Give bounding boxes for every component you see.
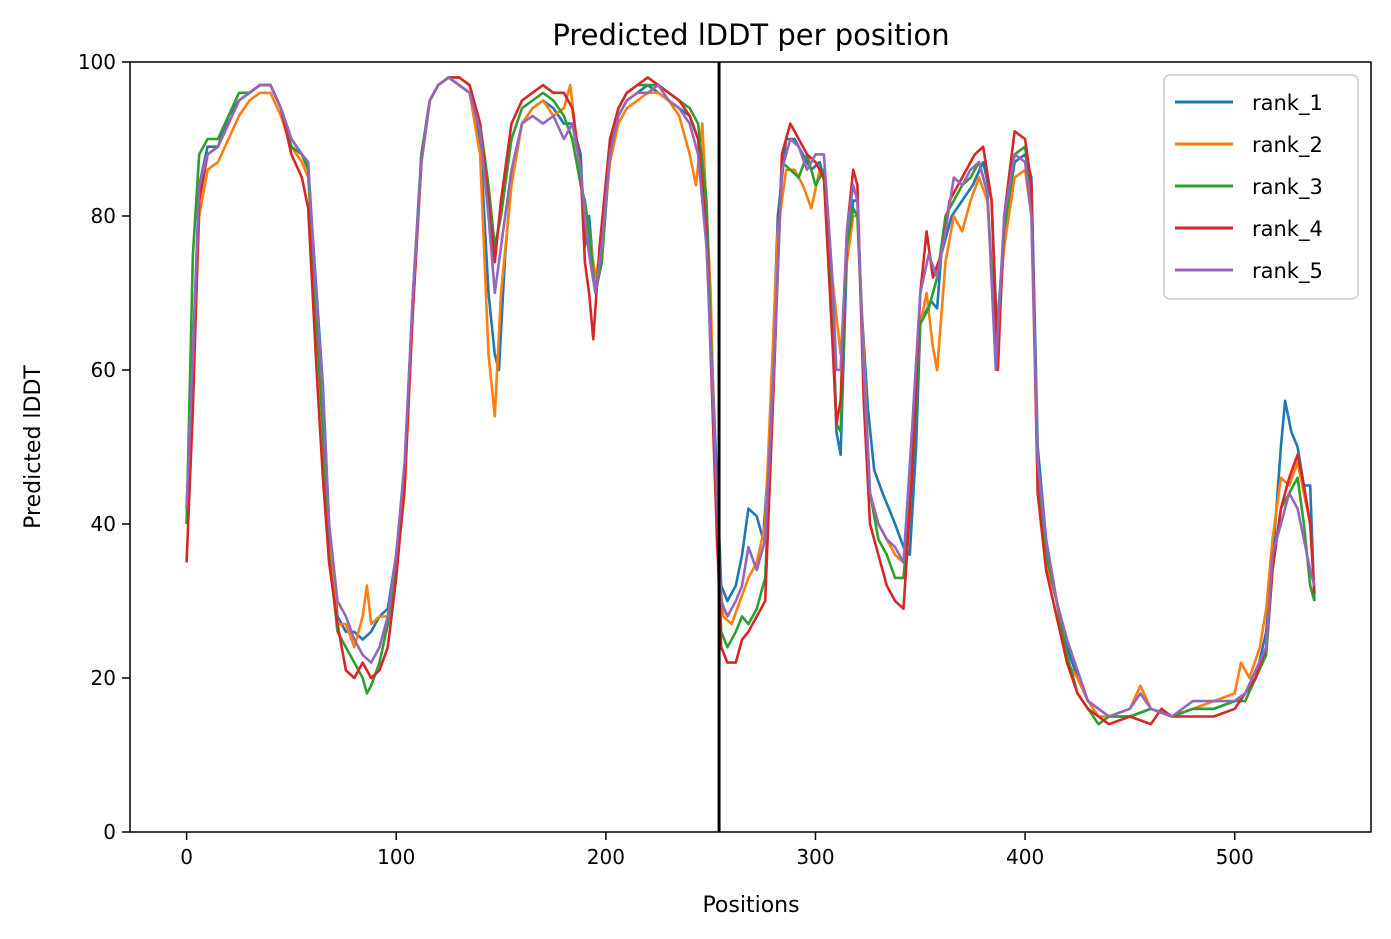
- x-axis-label: Positions: [702, 893, 799, 918]
- series-line-rank-4: [185, 76, 1316, 726]
- x-tick-label: 400: [1006, 845, 1044, 869]
- y-tick-label: 80: [91, 204, 116, 228]
- chart-title: Predicted lDDT per position: [552, 18, 949, 52]
- x-tick-label: 100: [377, 845, 415, 869]
- x-tick-label: 500: [1216, 845, 1254, 869]
- y-tick-label: 100: [78, 50, 116, 74]
- y-axis-label: Predicted lDDT: [21, 365, 46, 529]
- y-axis: 0 20 40 60 80 100: [78, 50, 130, 844]
- plot-frame: [129, 61, 1372, 833]
- series-line-rank-5: [185, 76, 1316, 718]
- legend-label-rank-3: rank_3: [1252, 175, 1323, 200]
- x-tick-label: 0: [180, 845, 193, 869]
- x-tick-label: 300: [796, 845, 834, 869]
- legend: rank_1 rank_2 rank_3 rank_4 rank_5: [1163, 74, 1359, 300]
- legend-label-rank-2: rank_2: [1252, 133, 1323, 158]
- y-tick-label: 0: [103, 820, 116, 844]
- legend-label-rank-4: rank_4: [1252, 217, 1323, 242]
- legend-label-rank-1: rank_1: [1252, 91, 1323, 116]
- series-line-rank-2: [185, 76, 1316, 718]
- y-tick-label: 20: [91, 666, 116, 690]
- legend-label-rank-5: rank_5: [1252, 259, 1323, 284]
- y-tick-label: 40: [91, 512, 116, 536]
- x-axis: 0 100 200 300 400 500: [180, 832, 1254, 869]
- x-tick-label: 200: [587, 845, 625, 869]
- plot-area: [129, 61, 1372, 833]
- series-group: [185, 76, 1316, 726]
- legend-box: [1163, 74, 1359, 300]
- y-tick-label: 60: [91, 358, 116, 382]
